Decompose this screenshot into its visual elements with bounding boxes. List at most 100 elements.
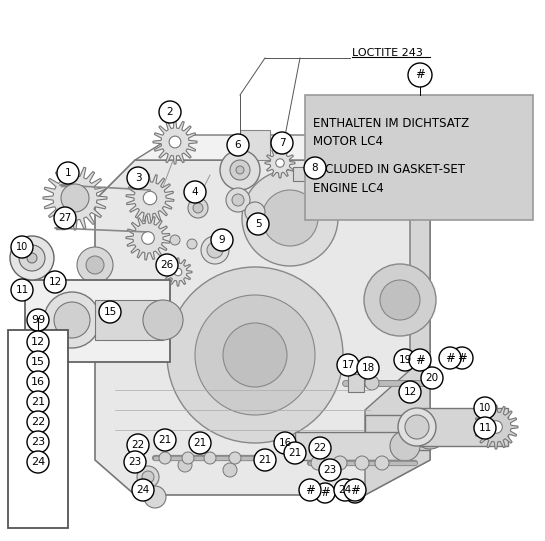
- Text: 21: 21: [258, 455, 271, 465]
- Text: #: #: [457, 352, 467, 365]
- Circle shape: [156, 254, 178, 276]
- Circle shape: [66, 189, 84, 207]
- Text: 27: 27: [58, 213, 71, 223]
- Circle shape: [313, 166, 329, 182]
- Circle shape: [413, 415, 447, 449]
- Text: 10: 10: [16, 242, 28, 252]
- Text: 15: 15: [104, 307, 117, 317]
- Circle shape: [10, 236, 54, 280]
- Circle shape: [271, 132, 293, 154]
- Text: 5: 5: [255, 219, 261, 229]
- Polygon shape: [474, 405, 518, 449]
- Text: 23: 23: [31, 437, 45, 447]
- Circle shape: [319, 459, 341, 481]
- Bar: [295, 432, 405, 460]
- Circle shape: [167, 267, 343, 443]
- Text: 19: 19: [398, 355, 411, 365]
- Bar: [25, 280, 170, 362]
- Circle shape: [333, 456, 347, 470]
- Circle shape: [154, 429, 176, 451]
- Circle shape: [54, 207, 76, 229]
- Circle shape: [127, 434, 149, 456]
- Text: 11: 11: [479, 423, 492, 433]
- Circle shape: [142, 232, 154, 245]
- Circle shape: [439, 347, 461, 369]
- Circle shape: [223, 323, 287, 387]
- Text: #: #: [350, 486, 360, 499]
- Circle shape: [204, 452, 216, 464]
- Bar: [365, 415, 430, 450]
- Circle shape: [195, 295, 315, 415]
- Text: 21: 21: [193, 438, 207, 448]
- Text: #: #: [320, 486, 330, 499]
- Polygon shape: [95, 160, 430, 495]
- Text: 9: 9: [219, 235, 225, 245]
- Circle shape: [229, 452, 241, 464]
- Text: #: #: [305, 484, 315, 497]
- Circle shape: [188, 198, 208, 218]
- Circle shape: [399, 381, 421, 403]
- Circle shape: [159, 101, 181, 123]
- Circle shape: [364, 264, 436, 336]
- Text: 4: 4: [192, 187, 198, 197]
- Text: 99: 99: [31, 315, 45, 325]
- Text: ENGINE LC4: ENGINE LC4: [313, 182, 384, 195]
- Text: 17: 17: [341, 360, 355, 370]
- Circle shape: [490, 421, 502, 433]
- Circle shape: [365, 376, 379, 390]
- Text: #: #: [415, 69, 425, 82]
- Circle shape: [137, 466, 159, 488]
- Circle shape: [236, 166, 244, 174]
- Circle shape: [345, 483, 365, 503]
- Circle shape: [409, 349, 431, 371]
- Circle shape: [184, 181, 206, 203]
- Circle shape: [124, 451, 146, 473]
- Text: 1: 1: [65, 168, 71, 178]
- Circle shape: [408, 63, 432, 87]
- Text: 23: 23: [129, 457, 142, 467]
- Circle shape: [54, 302, 90, 338]
- Text: MOTOR LC4: MOTOR LC4: [313, 135, 383, 148]
- Polygon shape: [43, 166, 107, 230]
- Text: 24: 24: [136, 485, 150, 495]
- Text: 18: 18: [361, 363, 374, 373]
- Circle shape: [230, 160, 250, 180]
- Polygon shape: [135, 135, 415, 160]
- Circle shape: [178, 458, 192, 472]
- Circle shape: [86, 256, 104, 274]
- Text: 16: 16: [31, 377, 45, 387]
- Circle shape: [27, 253, 37, 263]
- Circle shape: [254, 449, 276, 471]
- Circle shape: [284, 442, 306, 464]
- Text: 11: 11: [15, 285, 29, 295]
- Text: 21: 21: [159, 435, 172, 445]
- Circle shape: [390, 431, 420, 461]
- Circle shape: [44, 271, 66, 293]
- Text: LOCTITE 243: LOCTITE 243: [352, 48, 423, 58]
- Circle shape: [337, 354, 359, 376]
- Circle shape: [405, 415, 429, 439]
- Polygon shape: [126, 174, 174, 222]
- Circle shape: [189, 432, 211, 454]
- Circle shape: [421, 367, 443, 389]
- Circle shape: [27, 451, 49, 473]
- Text: 12: 12: [403, 387, 416, 397]
- Circle shape: [227, 134, 249, 156]
- Text: #: #: [350, 484, 360, 497]
- Circle shape: [242, 170, 338, 266]
- Circle shape: [274, 432, 296, 454]
- Circle shape: [398, 408, 436, 446]
- Bar: [348, 374, 364, 392]
- Text: 6: 6: [235, 140, 241, 150]
- Circle shape: [245, 202, 265, 222]
- Circle shape: [380, 280, 420, 320]
- Bar: [95, 300, 163, 340]
- Circle shape: [299, 479, 321, 501]
- Circle shape: [304, 157, 326, 179]
- Circle shape: [61, 184, 89, 212]
- Bar: [293, 167, 321, 181]
- Circle shape: [27, 391, 49, 413]
- Circle shape: [357, 357, 379, 379]
- Bar: [8, 330, 68, 528]
- Text: 26: 26: [160, 260, 174, 270]
